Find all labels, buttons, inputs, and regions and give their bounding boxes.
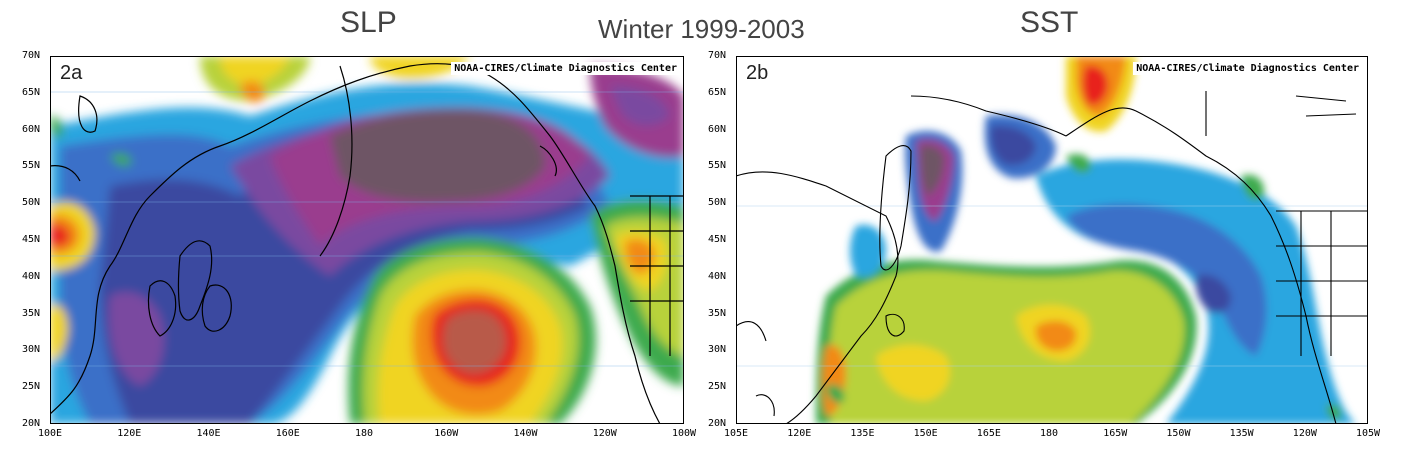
lon-tick-label: 120E [117,428,142,439]
lon-tick-label: 120W [592,428,617,439]
lon-tick-label: 120E [787,428,812,439]
lat-tick-label: 30N [708,344,727,356]
lat-tick-label: 55N [708,160,727,172]
lon-tick-label: 120W [1292,428,1317,439]
lat-tick-label: 65N [22,86,41,98]
lon-tick-label: 180 [355,428,374,439]
lat-tick-label: 55N [22,160,41,172]
slp-map-panel: 2a NOAA-CIRES/Climate Diagnostics Center [50,56,684,424]
lat-tick-label: 35N [708,307,727,319]
main-title: Winter 1999-2003 [598,14,805,44]
credit-label-2b: NOAA-CIRES/Climate Diagnostics Center [1133,62,1362,75]
lon-tick-label: 160W [434,428,459,439]
lat-tick-label: 50N [22,197,41,209]
sst-title: SST [1020,6,1079,39]
lon-tick-label: 165E [976,428,1001,439]
lon-tick-label: 180 [1040,428,1059,439]
sst-map [736,56,1368,424]
lon-tick-label: 150E [913,428,938,439]
lon-tick-label: 135W [1229,428,1254,439]
lat-tick-label: 45N [708,234,727,245]
lon-tick-label: 160E [275,428,300,439]
lat-tick-label: 45N [22,234,41,245]
panel-label-2b: 2b [742,62,773,85]
lon-tick-label: 105W [1356,428,1381,439]
slp-title: SLP [340,6,397,39]
lat-tick-label: 70N [22,50,41,61]
lat-tick-label: 40N [708,270,727,282]
lon-tick-label: 140W [513,428,538,439]
lat-tick-label: 20N [708,418,727,429]
lat-tick-label: 60N [22,123,41,135]
lon-tick-label: 135E [850,428,875,439]
lat-tick-label: 30N [22,344,41,356]
lat-tick-label: 20N [22,418,41,429]
lon-tick-label: 150W [1166,428,1191,439]
sst-map-panel: 2b NOAA-CIRES/Climate Diagnostics Center [736,56,1368,424]
slp-map [50,56,684,424]
lon-tick-label: 165W [1103,428,1128,439]
lat-tick-label: 25N [22,381,41,393]
lon-tick-label: 105E [724,428,749,439]
lat-tick-label: 60N [708,123,727,135]
lat-tick-label: 40N [22,270,41,282]
lat-tick-label: 25N [708,381,727,393]
credit-label-2a: NOAA-CIRES/Climate Diagnostics Center [451,62,680,75]
lon-tick-label: 100E [38,428,63,439]
lon-tick-label: 140E [196,428,221,439]
lat-tick-label: 35N [22,307,41,319]
lon-tick-label: 100W [672,428,697,439]
panel-label-2a: 2a [56,62,87,85]
lat-tick-label: 65N [708,86,727,98]
lat-tick-label: 50N [708,197,727,209]
lat-tick-label: 70N [708,50,727,61]
